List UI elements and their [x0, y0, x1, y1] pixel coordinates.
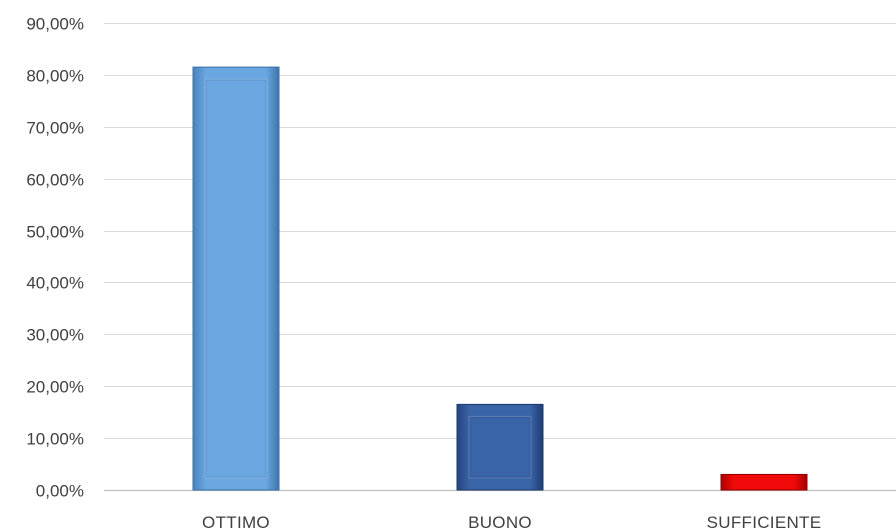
x-category-label: BUONO [468, 513, 532, 532]
y-tick-label: 70,00% [26, 119, 84, 138]
bar-ottimo [192, 66, 280, 491]
y-tick-label: 80,00% [26, 67, 84, 86]
bar [720, 473, 808, 491]
y-tick-label: 0,00% [36, 482, 84, 501]
y-tick-label: 10,00% [26, 430, 84, 449]
bar [192, 66, 280, 491]
bars [192, 66, 808, 491]
x-axis-category-labels: OTTIMO BUONO SUFFICIENTE [202, 513, 821, 532]
bar-sufficiente [720, 473, 808, 491]
y-tick-label: 40,00% [26, 274, 84, 293]
x-category-label: SUFFICIENTE [707, 513, 822, 532]
bar-bevel [204, 78, 268, 479]
bar-bevel-shadow [469, 416, 531, 478]
y-axis-tick-labels: 0,00% 10,00% 20,00% 30,00% 40,00% 50,00% 60,00… [26, 15, 84, 501]
y-tick-label: 30,00% [26, 326, 84, 345]
y-tick-label: 60,00% [26, 171, 84, 190]
y-tick-label: 90,00% [26, 15, 84, 34]
bar-bevel-shadow [205, 79, 267, 478]
y-tick-label: 50,00% [26, 223, 84, 242]
x-category-label: OTTIMO [202, 513, 270, 532]
bar-buono [456, 403, 544, 491]
bar-bevel [468, 415, 532, 479]
y-tick-label: 20,00% [26, 378, 84, 397]
bar [456, 403, 544, 491]
